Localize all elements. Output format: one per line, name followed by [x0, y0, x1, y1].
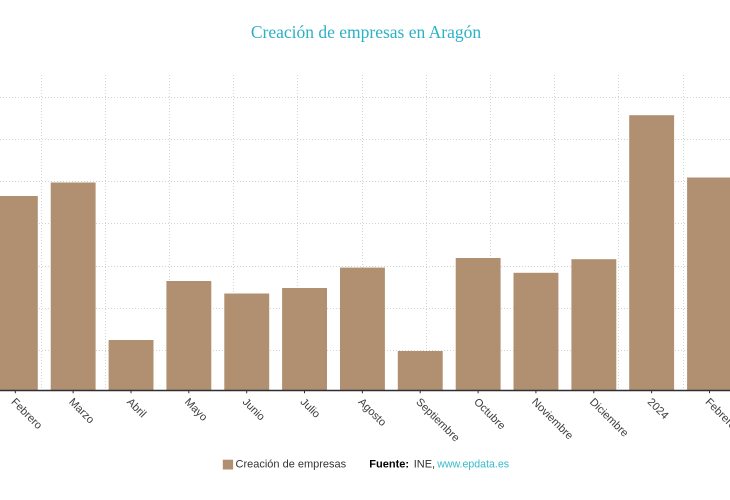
- svg-text:Fuente:: Fuente:: [369, 458, 409, 470]
- svg-text:Creación de empresas: Creación de empresas: [236, 458, 347, 470]
- svg-text:Creación de empresas en Aragón: Creación de empresas en Aragón: [251, 22, 482, 42]
- svg-text:INE,: INE,: [414, 458, 435, 470]
- svg-text:www.epdata.es: www.epdata.es: [436, 458, 509, 470]
